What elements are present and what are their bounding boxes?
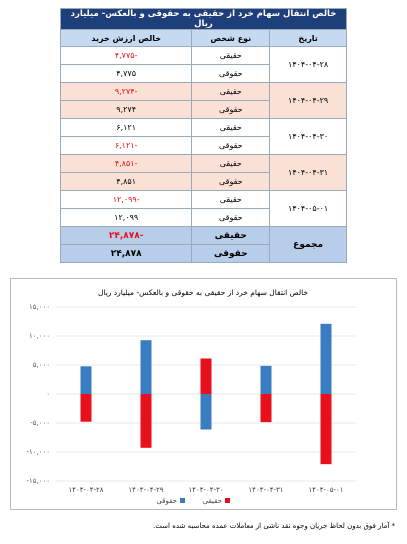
table-row: ۱۴۰۴-۰۵-۰۱ حقیقی -۱۲,۰۹۹ — [59, 190, 347, 227]
value-cell: ۴,۸۵۱ — [59, 172, 193, 191]
y-tick-label: ۱۵,۰۰۰ — [29, 303, 50, 311]
type-cell: حقیقی — [191, 118, 271, 137]
date-cell: ۱۴۰۴-۰۴-۲۸ — [269, 46, 347, 83]
title-row: خالص انتقال سهام خرد از حقیقی به حقوقی و… — [60, 8, 347, 30]
value-cell: -۹,۲۷۴ — [59, 82, 193, 101]
value-cell: -۴,۷۷۵ — [59, 46, 193, 65]
value-cell: -۶,۱۲۱ — [59, 136, 193, 155]
type-cell: حقوقی — [191, 172, 271, 191]
header-row: تاریخ نوع شخص خالص ارزش خرید — [59, 29, 347, 47]
value-cell: ۱۲,۰۹۹ — [59, 208, 193, 227]
value-cell: ۶,۱۲۱ — [59, 118, 193, 137]
value-cell: -۲۴,۸۷۸ — [59, 226, 193, 245]
value-cell: ۴,۷۷۵ — [59, 64, 193, 83]
type-cell: حقوقی — [191, 136, 271, 155]
y-tick-label: -۵,۰۰۰ — [30, 419, 50, 427]
type-cell: حقیقی — [191, 226, 271, 245]
table-title: خالص انتقال سهام خرد از حقیقی به حقوقی و… — [60, 8, 347, 30]
x-tick-label: ۱۴۰۴-۰۴-۲۸ — [68, 486, 103, 494]
type-cell: حقیقی — [191, 46, 271, 65]
y-tick-label: -۱۰,۰۰۰ — [26, 448, 50, 456]
type-cell: حقوقی — [191, 64, 271, 83]
y-tick-label: -۱۵,۰۰۰ — [26, 477, 50, 485]
table-row: حقوقی ۲۴,۸۷۸ — [59, 244, 347, 263]
chart-title: خالص انتقال سهام خرد از حقیقی به حقوقی و… — [98, 288, 308, 297]
type-cell: حقوقی — [191, 208, 271, 227]
table-row: ۱۴۰۴-۰۴-۳۱ حقیقی -۴,۸۵۱ — [59, 154, 347, 191]
y-tick-label: ۰ — [46, 390, 50, 398]
type-cell: حقوقی — [191, 100, 271, 119]
legend-label: حقوقی — [156, 497, 177, 505]
x-tick-label: ۱۴۰۴-۰۵-۰۱ — [308, 486, 343, 494]
table-row: ۱۴۰۴-۰۴-۳۰ حقیقی ۶,۱۲۱ — [59, 118, 347, 155]
type-cell: حقوقی — [191, 244, 271, 263]
legend-swatch — [180, 498, 185, 503]
x-tick-label: ۱۴۰۴-۰۴-۳۱ — [248, 486, 283, 494]
value-cell: ۲۴,۸۷۸ — [59, 244, 193, 263]
x-tick-label: ۱۴۰۴-۰۴-۲۹ — [128, 486, 163, 494]
table-row: حقوقی ۴,۸۵۱ — [59, 172, 347, 191]
type-cell: حقیقی — [191, 154, 271, 173]
y-tick-label: ۵,۰۰۰ — [33, 361, 50, 369]
date-cell: ۱۴۰۴-۰۴-۳۰ — [269, 118, 347, 155]
date-cell: ۱۴۰۴-۰۴-۲۹ — [269, 82, 347, 119]
chart: خالص انتقال سهام خرد از حقیقی به حقوقی و… — [10, 278, 397, 510]
bar — [260, 394, 272, 423]
bar — [320, 394, 332, 465]
value-cell: -۱۲,۰۹۹ — [59, 190, 193, 209]
data-table: خالص انتقال سهام خرد از حقیقی به حقوقی و… — [59, 8, 347, 263]
legend-swatch — [225, 498, 230, 503]
bar — [80, 394, 92, 422]
bar — [200, 358, 212, 394]
bar — [200, 394, 212, 430]
header-cell: تاریخ — [269, 29, 347, 47]
x-tick-label: ۱۴۰۴-۰۴-۳۰ — [188, 486, 223, 494]
date-cell: مجموع — [269, 226, 347, 263]
type-cell: حقیقی — [191, 190, 271, 209]
table-row: مجموع حقیقی -۲۴,۸۷۸ — [59, 226, 347, 263]
bar — [320, 323, 332, 394]
bar — [80, 366, 92, 394]
bar — [260, 365, 272, 394]
bar — [140, 340, 152, 394]
header-cell: خالص ارزش خرید — [59, 29, 193, 47]
bar — [140, 394, 152, 448]
table-row: ۱۴۰۴-۰۴-۲۸ حقیقی -۴,۷۷۵ — [59, 46, 347, 83]
table-row: حقوقی ۴,۷۷۵ — [59, 64, 347, 83]
legend-label: حقیقی — [203, 497, 222, 505]
value-cell: -۴,۸۵۱ — [59, 154, 193, 173]
date-cell: ۱۴۰۴-۰۴-۳۱ — [269, 154, 347, 191]
footnote: * آمار فوق بدون لحاظ جریان وجوه نقد ناشی… — [153, 522, 395, 530]
type-cell: حقیقی — [191, 82, 271, 101]
table-row: ۱۴۰۴-۰۴-۲۹ حقیقی -۹,۲۷۴ — [59, 82, 347, 119]
date-cell: ۱۴۰۴-۰۵-۰۱ — [269, 190, 347, 227]
value-cell: ۹,۲۷۴ — [59, 100, 193, 119]
table-row: حقوقی ۹,۲۷۴ — [59, 100, 347, 119]
header-cell: نوع شخص — [191, 29, 271, 47]
y-tick-label: ۱۰,۰۰۰ — [29, 332, 50, 340]
